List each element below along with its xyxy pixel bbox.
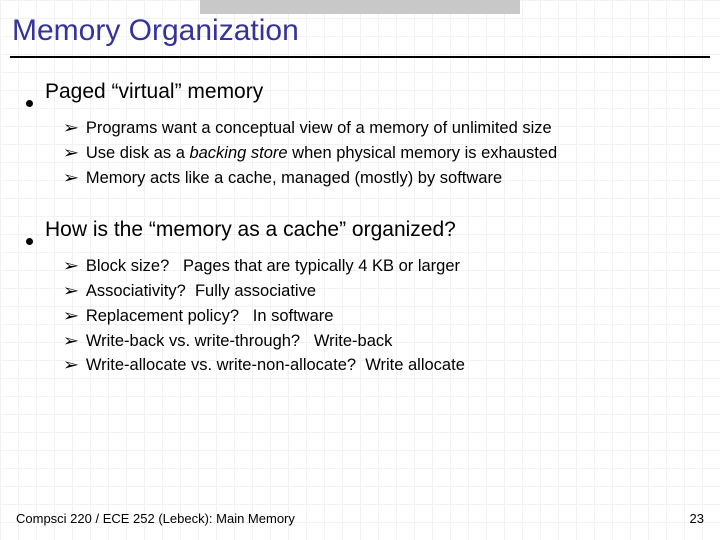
chevron-icon: ➢ (63, 166, 80, 191)
chevron-icon: ➢ (63, 141, 80, 166)
sub-bullet-text: Memory acts like a cache, managed (mostl… (86, 166, 502, 191)
chevron-icon: ➢ (63, 279, 80, 304)
bullet-text: How is the “memory as a cache” organized… (45, 218, 456, 242)
slide-content: Paged “virtual” memory ➢ Programs want a… (26, 80, 700, 406)
sub-bullet-text: Write-back vs. write-through? Write-back (86, 329, 393, 354)
slide-footer: Compsci 220 / ECE 252 (Lebeck): Main Mem… (16, 511, 704, 526)
sub-bullet-item: ➢ Memory acts like a cache, managed (mos… (64, 166, 700, 191)
bullet-dot-icon (26, 238, 33, 245)
page-number: 23 (690, 511, 704, 526)
sub-bullet-item: ➢ Write-back vs. write-through? Write-ba… (64, 329, 700, 354)
sub-bullet-text: Associativity? Fully associative (86, 279, 316, 304)
sub-bullet-list: ➢ Programs want a conceptual view of a m… (64, 116, 700, 190)
sub-bullet-text: Replacement policy? In software (86, 304, 334, 329)
sub-bullet-item: ➢ Block size? Pages that are typically 4… (64, 254, 700, 279)
bullet-item: How is the “memory as a cache” organized… (26, 218, 700, 242)
sub-bullet-item: ➢ Write-allocate vs. write-non-allocate?… (64, 353, 700, 378)
sub-bullet-text: Block size? Pages that are typically 4 K… (86, 254, 460, 279)
sub-bullet-text: Programs want a conceptual view of a mem… (86, 116, 552, 141)
slide-title: Memory Organization (12, 14, 299, 48)
chevron-icon: ➢ (63, 116, 80, 141)
chevron-icon: ➢ (63, 254, 80, 279)
bullet-dot-icon (26, 100, 33, 107)
footer-left: Compsci 220 / ECE 252 (Lebeck): Main Mem… (16, 511, 295, 526)
sub-bullet-item: ➢ Associativity? Fully associative (64, 279, 700, 304)
sub-bullet-item: ➢ Programs want a conceptual view of a m… (64, 116, 700, 141)
sub-bullet-item: ➢ Replacement policy? In software (64, 304, 700, 329)
sub-bullet-item: ➢ Use disk as a backing store when physi… (64, 141, 700, 166)
header-accent-bar (200, 0, 520, 14)
sub-bullet-list: ➢ Block size? Pages that are typically 4… (64, 254, 700, 378)
sub-bullet-text: Use disk as a backing store when physica… (86, 141, 557, 166)
title-underline (10, 56, 710, 58)
chevron-icon: ➢ (63, 304, 80, 329)
bullet-item: Paged “virtual” memory (26, 80, 700, 104)
chevron-icon: ➢ (63, 329, 80, 354)
bullet-text: Paged “virtual” memory (45, 80, 263, 104)
sub-bullet-text: Write-allocate vs. write-non-allocate? W… (86, 353, 465, 378)
chevron-icon: ➢ (63, 353, 80, 378)
